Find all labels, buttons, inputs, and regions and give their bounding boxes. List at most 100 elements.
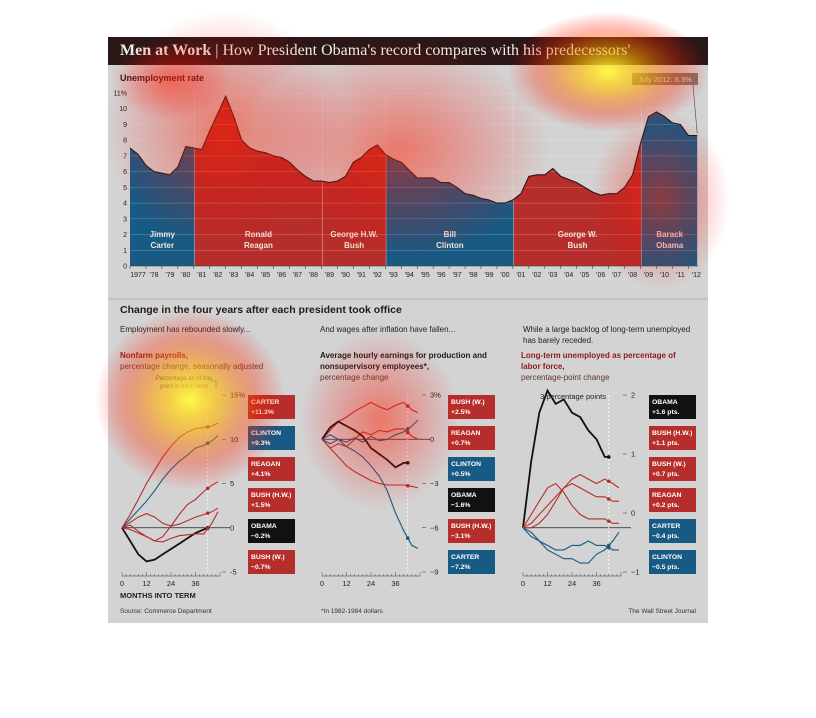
legend-value: −7.2% xyxy=(451,564,470,571)
x-tick-label: '11 xyxy=(676,272,685,279)
x-tick-label: '03 xyxy=(548,272,557,279)
y-tick-label: 15% xyxy=(230,391,245,400)
series-end-dot xyxy=(405,483,410,488)
legend-badge xyxy=(248,488,295,512)
panel-subtitle: percentage change, seasonally adjusted xyxy=(120,362,263,371)
x-tick-label: '00 xyxy=(500,272,509,279)
panel-caption: has barely receded. xyxy=(523,336,593,345)
series-line xyxy=(522,482,619,529)
annotation-arrow xyxy=(210,380,217,389)
y-tick-label: 9 xyxy=(123,122,127,129)
series-end-dot xyxy=(205,511,210,515)
legend-name: BUSH (W.) xyxy=(251,554,285,561)
legend-badge xyxy=(248,550,295,574)
x-tick-label: '85 xyxy=(261,272,270,279)
x-tick-label: '05 xyxy=(580,272,589,279)
callout-text: July 2012: 8.3% xyxy=(638,75,692,84)
x-tick-label: 24 xyxy=(167,579,175,588)
x-tick-label: 12 xyxy=(342,579,350,588)
legend-name: BUSH (H.W.) xyxy=(251,492,291,499)
series-end-dot xyxy=(205,425,210,429)
era-fill xyxy=(322,96,387,266)
y-tick-label: −6 xyxy=(430,523,439,532)
x-tick-label: '81 xyxy=(197,272,206,279)
legend-value: +11.3% xyxy=(251,409,274,416)
legend-value: +1.5% xyxy=(251,502,270,509)
series-line xyxy=(321,401,419,440)
legend-name: REAGAN xyxy=(451,430,481,437)
y-tick-label: 0 xyxy=(230,523,234,532)
x-tick-label: '89 xyxy=(325,272,334,279)
infographic-panel: Men at Work | How President Obama's reco… xyxy=(108,37,708,623)
long-term-unemployed-panel: While a large backlog of long-term unemp… xyxy=(521,325,696,588)
x-axis-label: MONTHS INTO TERM xyxy=(120,591,196,600)
series-line xyxy=(321,434,419,549)
legend-value: +1.6 pts. xyxy=(652,409,680,416)
x-tick-label: '06 xyxy=(596,272,605,279)
era-fill xyxy=(513,96,642,266)
legend-badge xyxy=(649,395,696,419)
series-end-dot xyxy=(606,497,611,501)
series-end-dot xyxy=(606,455,611,459)
footer-credit: The Wall Street Journal xyxy=(628,608,696,615)
series-end-dot xyxy=(205,486,210,491)
legend-value: −0.2% xyxy=(251,533,270,540)
y-tick-label: 1 xyxy=(123,248,127,255)
x-tick-label: '98 xyxy=(468,272,477,279)
x-tick-label: '07 xyxy=(612,272,621,279)
legend-value: +0.7% xyxy=(451,440,470,447)
legend-value: −0.4 pts. xyxy=(652,533,680,540)
y-tick-label: 3 xyxy=(123,216,127,223)
legend-name: BUSH (H.W.) xyxy=(652,430,692,437)
era-label: Jimmy xyxy=(150,230,176,239)
era-label: George H.W. xyxy=(330,230,378,239)
panel-caption: Employment has rebounded slowly... xyxy=(120,325,250,334)
legend-value: +4.1% xyxy=(251,471,270,478)
series-end-dot xyxy=(606,479,611,484)
y-tick-label: 0 xyxy=(631,509,635,518)
x-tick-label: '09 xyxy=(644,272,653,279)
legend-name: BUSH (W.) xyxy=(451,399,485,406)
x-tick-label: '08 xyxy=(628,272,637,279)
legend-badge xyxy=(649,457,696,481)
legend-value: −0.5 pts. xyxy=(652,564,680,571)
era-fill xyxy=(194,96,323,266)
era-fill xyxy=(130,96,195,266)
series-end-dot xyxy=(405,461,410,465)
section-title: Change in the four years after each pres… xyxy=(120,304,402,316)
x-tick-label: '04 xyxy=(564,272,573,279)
x-tick-label: '92 xyxy=(373,272,382,279)
panel-title: Long-term unemployed as percentage of xyxy=(521,351,676,360)
legend-badge xyxy=(248,519,295,543)
footer-source: Source: Commerce Department xyxy=(120,608,212,615)
y-tick-label: −3 xyxy=(430,479,439,488)
series-line xyxy=(121,511,219,543)
era-fill xyxy=(386,96,514,266)
legend-badge xyxy=(649,550,696,574)
legend-name: CLINTON xyxy=(652,554,682,561)
legend-value: +9.3% xyxy=(251,440,270,447)
legend-value: +0.5% xyxy=(451,471,470,478)
infographic-svg: Unemployment rate01234567891011%JimmyCar… xyxy=(108,73,708,615)
payrolls-panel: Employment has rebounded slowly... Nonfar… xyxy=(120,325,295,600)
x-tick-label: '82 xyxy=(213,272,222,279)
x-tick-label: 12 xyxy=(543,579,551,588)
x-tick-label: '88 xyxy=(309,272,318,279)
y-tick-label: 8 xyxy=(123,138,127,145)
series-end-dot xyxy=(405,430,410,435)
series-line xyxy=(522,527,620,564)
x-tick-label: '95 xyxy=(421,272,430,279)
y-tick-label: 2 xyxy=(631,391,635,400)
x-tick-label: 36 xyxy=(191,579,199,588)
y-tick-label: 5 xyxy=(123,185,127,192)
x-tick-label: 1977 xyxy=(130,272,146,279)
x-tick-label: '87 xyxy=(293,272,302,279)
y-tick-label: 3% xyxy=(430,391,441,400)
y-tick-label: 0 xyxy=(123,264,127,271)
legend-name: CLINTON xyxy=(451,461,481,468)
legend-name: BUSH (H.W.) xyxy=(451,523,491,530)
x-tick-label: 36 xyxy=(592,579,600,588)
y-tick-label: 5 xyxy=(230,479,234,488)
y-tick-label: 4 xyxy=(123,201,127,208)
era-label: George W. xyxy=(558,230,598,239)
